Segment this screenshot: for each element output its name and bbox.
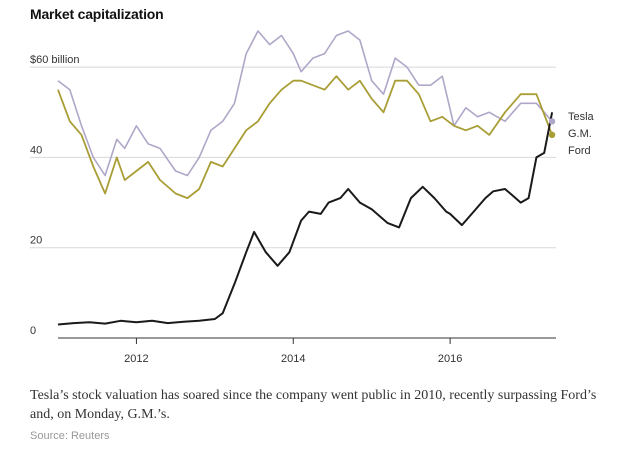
x-tick-label: 2016 — [438, 353, 462, 365]
series-line-ford — [57, 75, 553, 199]
end-marker-ford — [548, 131, 556, 139]
y-tick-label: 20 — [30, 235, 42, 247]
chart-title: Market capitalization — [30, 6, 164, 22]
source-note: Source: Reuters — [30, 430, 110, 442]
grid-lines — [30, 66, 556, 249]
chart-caption: Tesla’s stock valuation has soared since… — [30, 388, 597, 422]
legend-label-gm: G.M. — [568, 128, 592, 140]
y-tick-label: 40 — [30, 144, 42, 156]
series-line-tesla — [57, 112, 554, 326]
x-axis: 2012 2014 2016 — [58, 337, 556, 365]
y-axis-ticks: 0 20 40 $60 billion — [30, 54, 80, 337]
x-tick-label: 2014 — [281, 353, 305, 365]
series-lines — [57, 30, 554, 326]
y-tick-label: $60 billion — [30, 54, 80, 66]
y-tick-label: 0 — [30, 325, 36, 337]
x-tick-label: 2012 — [124, 353, 148, 365]
end-marker-gm — [548, 118, 556, 125]
series-line-gm — [57, 30, 553, 177]
legend: Tesla G.M. Ford — [548, 111, 595, 157]
legend-label-ford: Ford — [568, 145, 591, 157]
chart: 0 20 40 $60 billion 2012 2014 2016 Tesla G.M. F… — [30, 30, 595, 365]
legend-label-tesla: Tesla — [568, 111, 595, 123]
